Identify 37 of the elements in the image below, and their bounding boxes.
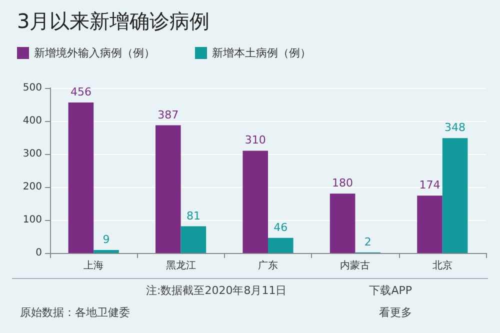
- y-tick-label: 300: [22, 148, 42, 160]
- y-tick-label: 400: [22, 116, 42, 126]
- data-label: 81: [186, 209, 200, 222]
- data-label: 348: [444, 121, 466, 134]
- bar: [330, 194, 356, 253]
- y-tick-label: 500: [22, 82, 42, 94]
- bar: [156, 125, 181, 253]
- bar: [94, 250, 119, 253]
- text: 注:数据截至2020年8月11日: [146, 284, 287, 297]
- data-label: 2: [364, 235, 372, 248]
- text: 下载APP: [369, 284, 412, 297]
- text: 看更多: [379, 306, 412, 319]
- legend-label: 新增境外输入病例（例）: [34, 46, 155, 60]
- text: 原始数据：各地卫健委: [20, 306, 130, 319]
- bar: [242, 150, 268, 253]
- data-label: 456: [70, 86, 92, 99]
- y-tick-label: 0: [36, 248, 42, 258]
- data-label: 180: [332, 176, 354, 190]
- chart-title: 3月以来新增确诊病例: [17, 9, 210, 33]
- bar: [268, 238, 294, 253]
- data-label: 174: [419, 178, 440, 192]
- x-tick-label: 内蒙古: [340, 260, 370, 272]
- data-label: 387: [158, 108, 179, 122]
- legend-label: 新增本土病例（例）: [212, 46, 311, 60]
- bar: [417, 196, 442, 253]
- data-label: 46: [274, 220, 288, 234]
- data-label: 310: [244, 134, 266, 147]
- x-tick-label: 黑龙江: [166, 260, 196, 272]
- x-tick-label: 北京: [432, 260, 452, 272]
- y-tick-label: 200: [22, 182, 42, 192]
- x-tick-label: 广东: [258, 260, 278, 272]
- bar: [180, 226, 206, 253]
- bar: [68, 102, 94, 253]
- y-tick-label: 100: [22, 214, 42, 226]
- x-tick-label: 上海: [84, 260, 104, 272]
- data-label: 9: [102, 233, 110, 246]
- bar: [442, 138, 468, 253]
